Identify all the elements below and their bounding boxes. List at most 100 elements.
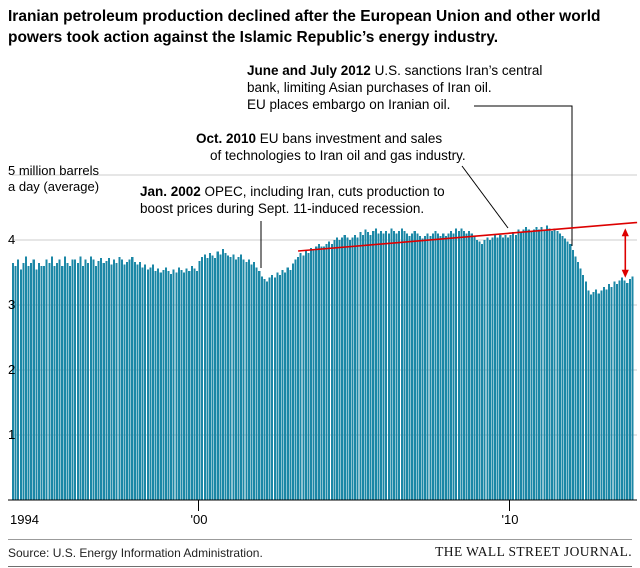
bar <box>12 262 15 500</box>
bar <box>429 236 432 500</box>
bar <box>351 237 354 500</box>
bar <box>338 240 341 500</box>
bar <box>457 230 460 500</box>
annotation-2010-line1-rest: EU bans investment and sales <box>256 131 443 146</box>
annotation-2012: June and July 2012 U.S. sanctions Iran’s… <box>247 62 542 113</box>
bar <box>227 255 230 500</box>
bar <box>74 259 77 500</box>
bar <box>455 228 458 501</box>
bar <box>193 268 196 500</box>
bar <box>538 229 541 500</box>
wsj-masthead: THE WALL STREET JOURNAL. <box>435 544 632 559</box>
bar <box>164 267 167 500</box>
bar <box>382 233 385 500</box>
bar <box>367 232 370 500</box>
bar <box>431 233 434 500</box>
trend-line-segment <box>298 221 638 252</box>
bar <box>615 284 618 500</box>
bar <box>250 264 253 500</box>
bar <box>229 256 232 500</box>
bar <box>214 258 217 500</box>
bar <box>369 234 372 501</box>
bar <box>253 262 256 500</box>
bar <box>107 258 110 500</box>
bar <box>32 259 35 500</box>
bar <box>307 253 310 500</box>
bar <box>374 228 377 501</box>
bar <box>100 258 103 500</box>
bar <box>411 233 414 500</box>
bar <box>574 256 577 500</box>
trend-line <box>298 221 638 252</box>
bar <box>468 230 471 500</box>
bar <box>390 228 393 501</box>
bar <box>380 230 383 500</box>
bar-series <box>12 225 634 501</box>
bar <box>268 277 271 500</box>
bar <box>610 286 613 500</box>
bar <box>310 247 313 500</box>
bar <box>465 233 468 500</box>
bar <box>589 294 592 500</box>
bar <box>177 267 180 500</box>
annotation-2012-line1: June and July 2012 U.S. sanctions Iran’s… <box>247 62 542 79</box>
bar <box>512 232 515 500</box>
bar <box>437 233 440 500</box>
bar <box>50 256 53 500</box>
bar <box>201 256 204 500</box>
bar <box>587 290 590 500</box>
bar <box>333 240 336 500</box>
bar <box>297 256 300 500</box>
bar <box>172 269 175 500</box>
gap-arrow-head-top <box>621 228 629 237</box>
bar <box>245 262 248 500</box>
bar <box>377 233 380 500</box>
bar <box>144 264 147 500</box>
bar <box>35 269 38 500</box>
y-tick-1: 1 <box>8 427 16 442</box>
bar <box>221 249 224 500</box>
bar <box>491 237 494 500</box>
title-line-2: powers took action against the Islamic R… <box>8 29 499 46</box>
bar <box>219 254 222 500</box>
bar <box>188 271 191 500</box>
bar <box>61 266 64 500</box>
bar <box>128 259 131 500</box>
bar <box>405 233 408 500</box>
page-title: Iranian petroleum production declined af… <box>8 6 632 48</box>
title-line-1: Iranian petroleum production declined af… <box>8 8 601 25</box>
bar <box>141 267 144 500</box>
bar <box>478 241 481 501</box>
annotation-callout-lines <box>260 105 573 268</box>
bar <box>149 267 152 500</box>
bar <box>361 234 364 501</box>
bar <box>56 262 59 500</box>
bar <box>507 237 510 500</box>
bar <box>530 232 533 500</box>
bar <box>138 262 142 500</box>
annotation-2002-line1: Jan. 2002 OPEC, including Iran, cuts pro… <box>140 183 445 200</box>
y-axis-unit-line1: 5 million barrels <box>8 163 100 178</box>
y-axis-unit-label: 5 million barrels a day (average) <box>8 163 99 195</box>
bar <box>408 236 411 500</box>
annotation-2012-line2: bank, limiting Asian purchases of Iran o… <box>247 80 492 95</box>
bar <box>97 260 100 500</box>
bar <box>247 259 250 500</box>
bar <box>315 246 318 500</box>
bar <box>87 262 90 500</box>
y-tick-4: 4 <box>8 232 16 247</box>
bar <box>509 234 512 501</box>
bar <box>113 259 116 500</box>
bar <box>576 262 580 500</box>
annotation-2012-line3: EU places embargo on Iranian oil. <box>247 97 451 112</box>
bar <box>364 229 367 500</box>
bar <box>240 254 243 500</box>
bar <box>312 250 315 500</box>
bar <box>387 233 390 500</box>
bar <box>71 259 74 500</box>
bar <box>53 266 56 500</box>
source-credit: Source: U.S. Energy Information Administ… <box>8 546 263 560</box>
bar <box>398 230 401 500</box>
bar <box>626 282 629 500</box>
